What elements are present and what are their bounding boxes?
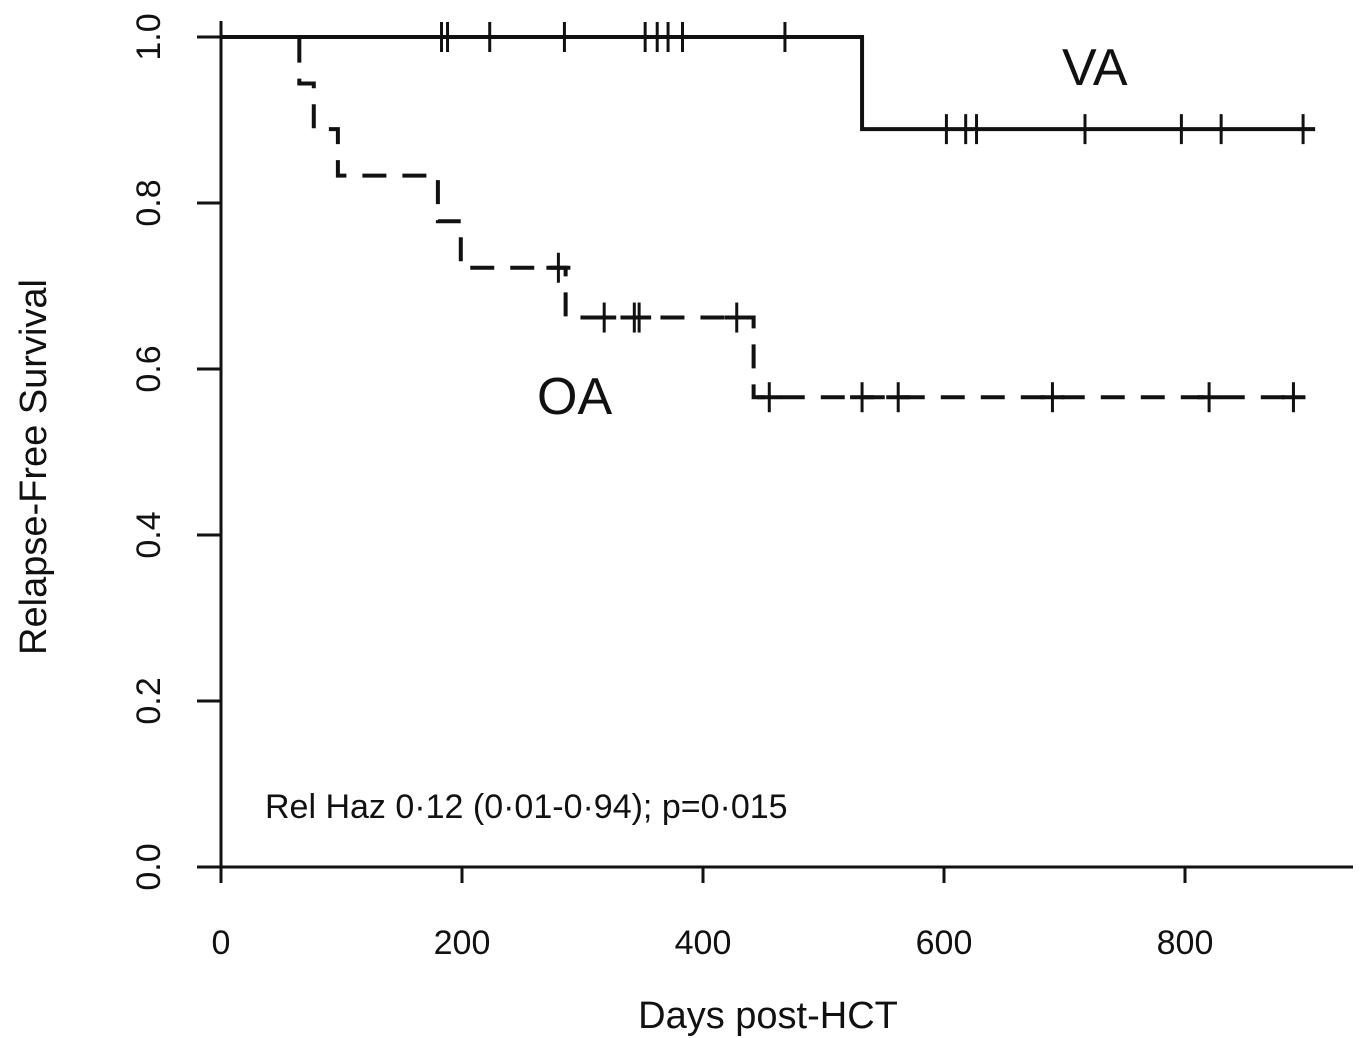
series-va — [221, 22, 1316, 145]
x-tick-label: 200 — [434, 924, 491, 962]
y-tick-label: 0.6 — [130, 345, 168, 392]
x-ticks: 0 200 400 600 800 — [212, 867, 1214, 962]
hazard-ratio-annotation: Rel Haz 0·12 (0·01-0·94); p=0·015 — [265, 788, 788, 826]
series-label-oa: OA — [537, 368, 612, 426]
y-tick-label: 1.0 — [130, 13, 168, 60]
series-layer — [221, 22, 1316, 413]
series-oa — [221, 35, 1306, 413]
y-tick-label: 0.4 — [130, 511, 168, 558]
x-tick-label: 800 — [1157, 924, 1214, 962]
y-axis-title: Relapse-Free Survival — [13, 279, 55, 655]
x-tick-label: 0 — [212, 924, 231, 962]
x-tick-label: 400 — [675, 924, 732, 962]
y-tick-label: 0.8 — [130, 179, 168, 226]
y-ticks: 0.0 0.2 0.4 0.6 0.8 1.0 — [130, 13, 221, 891]
y-tick-label: 0.0 — [130, 843, 168, 890]
x-axis-title: Days post-HCT — [638, 995, 898, 1037]
y-tick-label: 0.2 — [130, 677, 168, 724]
axes: 0 200 400 600 800 0.0 0.2 0.4 0.6 0.8 1.0 — [130, 13, 1353, 962]
series-line-oa — [221, 35, 1298, 400]
series-label-va: VA — [1062, 39, 1128, 97]
series-line-va — [221, 35, 1316, 132]
x-tick-label: 600 — [916, 924, 973, 962]
